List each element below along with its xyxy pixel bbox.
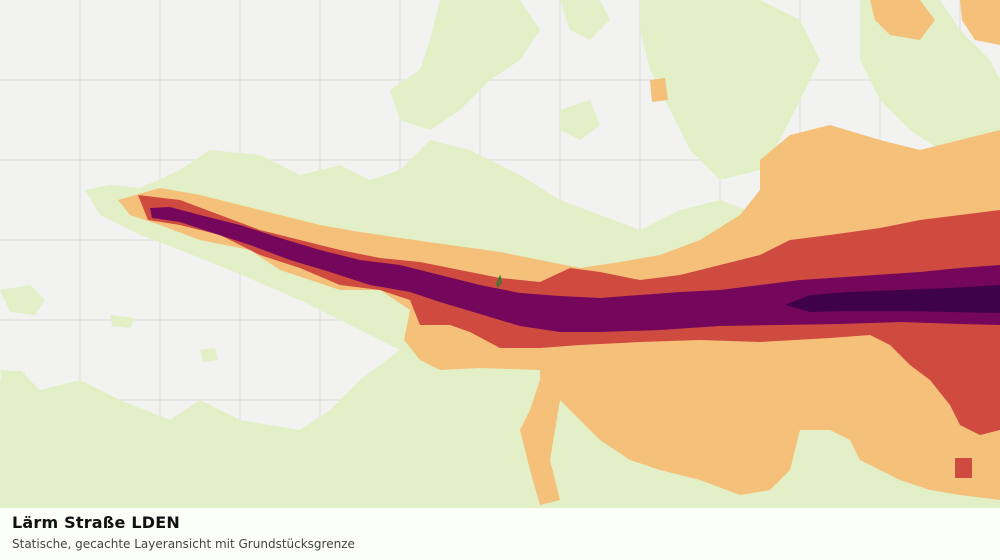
parcel-boundary[interactable]: [496, 274, 502, 288]
layer-title: Lärm Straße LDEN: [12, 513, 180, 532]
layer-subtitle: Statische, gecachte Layeransicht mit Gru…: [12, 537, 355, 551]
noise-band-5: [785, 285, 1000, 313]
map-caption: Lärm Straße LDEN Statische, gecachte Lay…: [0, 508, 1000, 560]
noise-band-4: [150, 207, 1000, 332]
